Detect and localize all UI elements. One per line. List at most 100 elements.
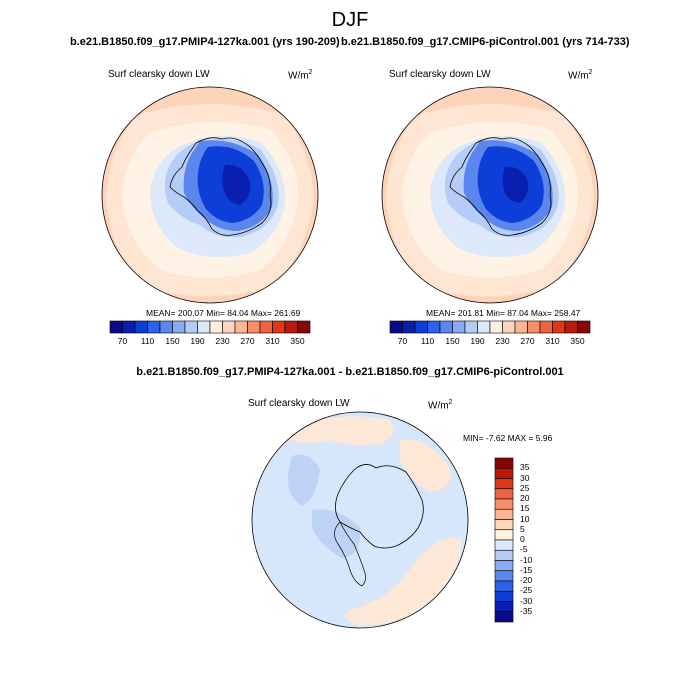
- diff-negative-region: [312, 509, 361, 558]
- colorbar-swatch: [514, 320, 528, 334]
- colorbar-tick-label: 70: [117, 336, 128, 346]
- colorbar-swatch: [494, 539, 514, 551]
- colorbar-swatch: [464, 320, 478, 334]
- colorbar-tick-label: 350: [570, 336, 585, 346]
- panel1-colorbar: [109, 320, 311, 334]
- panel3-variable: Surf clearsky down LW: [248, 398, 350, 409]
- colorbar-swatch: [209, 320, 223, 334]
- colorbar-swatch: [489, 320, 503, 334]
- colorbar-tick-label: -15: [520, 564, 533, 575]
- panel2-map: [381, 86, 599, 304]
- colorbar-tick-label: 110: [420, 336, 435, 346]
- colorbar-swatch: [427, 320, 441, 334]
- colorbar-tick-label: 270: [240, 336, 255, 346]
- colorbar-swatch: [159, 320, 173, 334]
- colorbar-swatch: [234, 320, 248, 334]
- antarctica-coastline: [449, 137, 552, 236]
- colorbar-swatch: [494, 478, 514, 490]
- colorbar-tick-label: -25: [520, 585, 533, 596]
- figure-title: DJF: [331, 9, 369, 31]
- colorbar-swatch: [477, 320, 491, 334]
- panel1-map: [101, 86, 319, 304]
- diff-positive-region: [344, 537, 462, 626]
- panel2-colorbar: [389, 320, 591, 334]
- colorbar-swatch: [577, 320, 591, 334]
- colorbar-swatch: [494, 601, 514, 613]
- colorbar-swatch: [494, 467, 514, 479]
- antarctica-coastline: [169, 137, 272, 236]
- panel2-colorbar-labels: 70 110 150 190 230 270 310 350: [390, 336, 590, 348]
- panel1-run-title: b.e21.B1850.f09_g17.PMIP4-127ka.001 (yrs…: [70, 36, 340, 48]
- diff-positive-region: [400, 439, 451, 492]
- colorbar-tick-label: -5: [520, 544, 528, 555]
- colorbar-swatch: [494, 488, 514, 500]
- colorbar-tick-label: 150: [445, 336, 460, 346]
- colorbar-tick-label: 190: [190, 336, 205, 346]
- colorbar-tick-label: 35: [520, 462, 530, 473]
- map-boundary: [251, 411, 469, 629]
- colorbar-tick-label: 310: [545, 336, 560, 346]
- colorbar-swatch: [402, 320, 416, 334]
- colorbar-swatch: [494, 590, 514, 602]
- panel1-stats: MEAN= 200.07 Min= 84.04 Max= 261.69: [146, 308, 301, 318]
- panel2-variable: Surf clearsky down LW: [389, 69, 491, 80]
- colorbar-swatch: [172, 320, 186, 334]
- map-boundary: [381, 86, 599, 304]
- colorbar-tick-label: 110: [140, 336, 155, 346]
- diff-positive-region: [290, 416, 394, 446]
- colorbar-tick-label: 150: [165, 336, 180, 346]
- colorbar-tick-label: 190: [470, 336, 485, 346]
- panel2-units: W/m2: [568, 69, 593, 82]
- colorbar-swatch: [297, 320, 311, 334]
- colorbar-swatch: [247, 320, 261, 334]
- panel3-stats: MIN= -7.62 MAX = 5.96: [463, 433, 553, 443]
- colorbar-tick-label: 20: [520, 493, 530, 503]
- ice-level-6: [222, 164, 251, 205]
- antarctic-peninsula: [334, 521, 366, 587]
- colorbar-swatch: [184, 320, 198, 334]
- colorbar-swatch: [284, 320, 298, 334]
- colorbar-tick-label: -35: [520, 605, 533, 616]
- colorbar-swatch: [147, 320, 161, 334]
- colorbar-tick-label: 15: [520, 503, 530, 514]
- colorbar-swatch: [414, 320, 428, 334]
- colorbar-swatch: [439, 320, 453, 334]
- panel2-stats: MEAN= 201.81 Min= 87.04 Max= 258.47: [426, 308, 581, 318]
- colorbar-tick-label: 350: [290, 336, 305, 346]
- colorbar-tick-label: 25: [520, 482, 530, 493]
- colorbar-swatch: [494, 580, 514, 592]
- colorbar-tick-label: -20: [520, 575, 533, 585]
- panel1-variable: Surf clearsky down LW: [108, 69, 210, 80]
- colorbar-swatch: [109, 320, 123, 334]
- colorbar-swatch: [122, 320, 136, 334]
- diff-negative-region: [287, 454, 320, 506]
- panel3-colorbar: [494, 457, 514, 623]
- colorbar-swatch: [222, 320, 236, 334]
- colorbar-swatch: [494, 498, 514, 510]
- colorbar-swatch: [494, 549, 514, 561]
- panel2-run-title: b.e21.B1850.f09_g17.CMIP6-piControl.001 …: [341, 36, 630, 48]
- panel1-units: W/m2: [288, 69, 313, 82]
- ice-level-6: [502, 166, 529, 203]
- colorbar-tick-label: 5: [520, 523, 525, 534]
- panel3-colorbar-labels: 35 30 25 20 15 10 5 0 -5 -10 -15 -20 -25 -30 -35: [516, 458, 556, 622]
- colorbar-swatch: [552, 320, 566, 334]
- colorbar-tick-label: 270: [520, 336, 535, 346]
- colorbar-swatch: [134, 320, 148, 334]
- colorbar-tick-label: 70: [397, 336, 408, 346]
- map-boundary: [101, 86, 319, 304]
- antarctica-coastline: [335, 464, 424, 549]
- colorbar-swatch: [539, 320, 553, 334]
- colorbar-tick-label: 0: [520, 534, 525, 544]
- colorbar-swatch: [494, 529, 514, 541]
- colorbar-swatch: [452, 320, 466, 334]
- colorbar-swatch: [494, 560, 514, 572]
- colorbar-tick-label: 230: [495, 336, 510, 346]
- colorbar-tick-label: 10: [520, 513, 530, 524]
- colorbar-swatch: [197, 320, 211, 334]
- colorbar-swatch: [494, 570, 514, 582]
- panel3-run-title: b.e21.B1850.f09_g17.PMIP4-127ka.001 - b.…: [136, 366, 564, 378]
- colorbar-tick-label: 230: [215, 336, 230, 346]
- colorbar-swatch: [494, 519, 514, 531]
- colorbar-swatch: [272, 320, 286, 334]
